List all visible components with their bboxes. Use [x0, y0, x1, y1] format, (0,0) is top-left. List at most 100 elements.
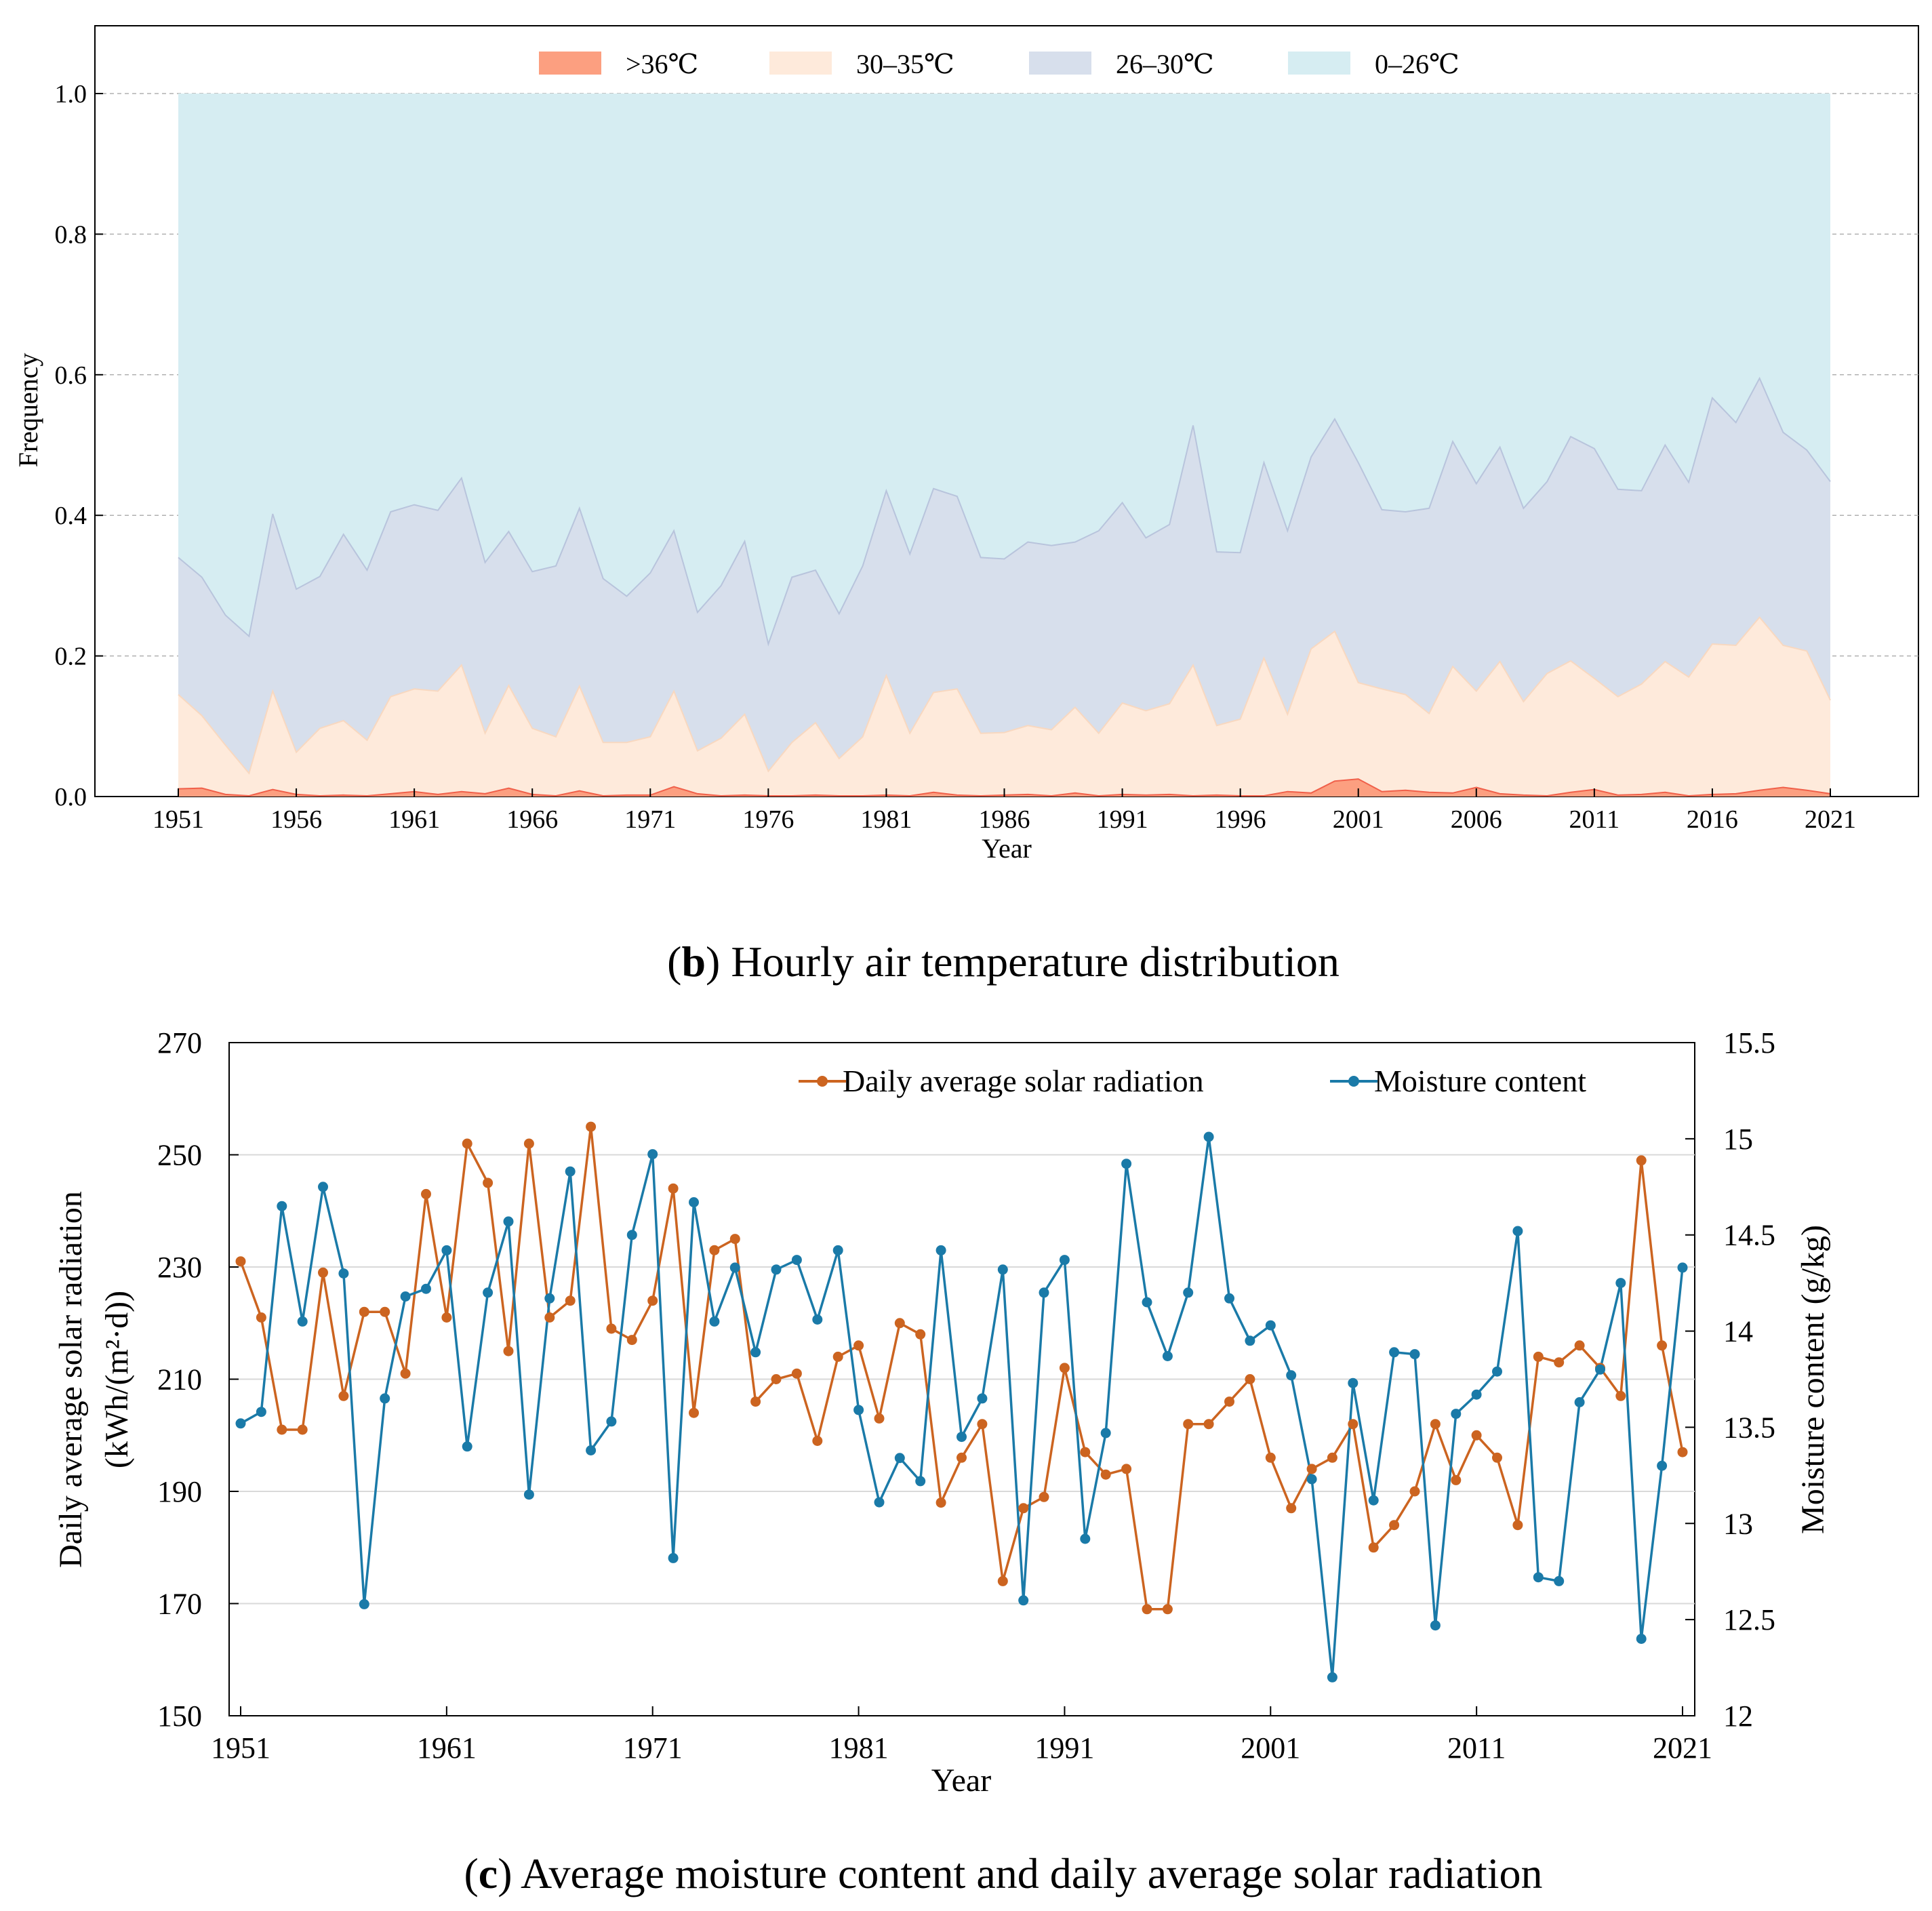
- chart-c-legend-label: Daily average solar radiation: [843, 1064, 1204, 1098]
- chart-c-point-1: [1471, 1389, 1482, 1400]
- chart-c-y-right-tick-label: 12.5: [1723, 1603, 1775, 1636]
- chart-c-y-left-label-line2: (kWh/(m²·d)): [99, 1291, 135, 1468]
- chart-c-point-0: [462, 1138, 472, 1149]
- chart-c-y-left-label-line1: Daily average solar radiation: [53, 1191, 89, 1568]
- chart-c-axes: 1951 1961 1971 1981 1991 2001 2011 2021 150 170 19…: [157, 1026, 1775, 1765]
- chart-c-point-0: [483, 1178, 494, 1188]
- chart-b-x-tick-label: 2016: [1687, 805, 1738, 834]
- chart-b-legend-label: 26–30℃: [1116, 49, 1214, 79]
- chart-c-x-tick-label: 2001: [1241, 1731, 1300, 1765]
- chart-c-point-1: [915, 1476, 926, 1487]
- chart-c-point-1: [997, 1264, 1008, 1275]
- chart-c-lines: [235, 1121, 1688, 1683]
- chart-c-point-0: [689, 1407, 699, 1418]
- chart-c-legend-label: Moisture content: [1374, 1064, 1586, 1098]
- chart-c-point-0: [1430, 1419, 1441, 1430]
- chart-c-point-1: [1430, 1620, 1441, 1631]
- chart-c-point-0: [729, 1234, 740, 1245]
- chart-c-caption-open: (: [464, 1849, 478, 1897]
- chart-c-y-right-tick-label: 13.5: [1723, 1411, 1775, 1444]
- chart-c-y-left-tick-label: 150: [157, 1699, 202, 1733]
- chart-c-point-0: [1203, 1419, 1214, 1430]
- chart-b-caption: (b) Hourly air temperature distribution: [667, 938, 1340, 986]
- chart-c-point-1: [1615, 1278, 1626, 1289]
- chart-c-point-0: [977, 1419, 988, 1430]
- chart-c-point-0: [1265, 1452, 1276, 1463]
- chart-b-axes: 1951 1956 1961 1966 1971 1976 1981 1986 1991 1996…: [55, 80, 1857, 834]
- chart-c-point-0: [874, 1413, 885, 1424]
- chart-c-x-tick-label: 1991: [1034, 1731, 1094, 1765]
- chart-c-point-0: [586, 1121, 597, 1132]
- chart-c-point-0: [565, 1295, 576, 1306]
- chart-b-y-tick-label: 0.0: [55, 783, 87, 811]
- chart-b-y-tick-label: 0.6: [55, 361, 87, 390]
- chart-c-point-1: [771, 1264, 782, 1275]
- chart-b-legend-swatch: [1288, 52, 1350, 75]
- chart-c-point-1: [400, 1291, 411, 1302]
- chart-c-point-1: [1368, 1495, 1379, 1506]
- chart-c-x-tick-label: 2011: [1447, 1731, 1506, 1765]
- chart-c-point-1: [1080, 1533, 1091, 1544]
- chart-c-point-0: [359, 1306, 369, 1317]
- chart-c-point-1: [791, 1255, 802, 1266]
- chart-b-x-tick-label: 1976: [742, 805, 794, 834]
- chart-c-point-0: [523, 1138, 534, 1149]
- chart-c-point-0: [1471, 1430, 1482, 1441]
- chart-b-x-tick-label: 2021: [1805, 805, 1856, 834]
- chart-c-point-0: [1080, 1447, 1091, 1457]
- chart-b-legend-swatch: [769, 52, 832, 75]
- chart-b-x-tick-label: 1971: [624, 805, 676, 834]
- chart-c-point-0: [1451, 1474, 1462, 1485]
- chart-c-point-1: [441, 1245, 452, 1255]
- chart-c-point-1: [1574, 1397, 1585, 1407]
- chart-c-point-1: [1183, 1287, 1194, 1298]
- chart-c-point-0: [1677, 1447, 1688, 1457]
- chart-c-point-0: [380, 1306, 390, 1317]
- chart-c-y-right-tick-label: 12: [1723, 1699, 1753, 1733]
- chart-b-x-tick-label: 1986: [979, 805, 1030, 834]
- chart-c-point-1: [277, 1201, 287, 1211]
- chart-c-point-0: [235, 1256, 246, 1267]
- chart-c-y-right-tick-label: 15.5: [1723, 1026, 1775, 1060]
- chart-b-area-line-1: [178, 616, 1831, 775]
- chart-b-x-tick-label: 2006: [1451, 805, 1502, 834]
- chart-c-point-0: [606, 1323, 617, 1334]
- chart-c-point-1: [380, 1393, 390, 1404]
- chart-b-caption-label: b: [681, 938, 706, 986]
- chart-c-point-1: [1409, 1349, 1420, 1360]
- chart-b-legend-label: 0–26℃: [1375, 49, 1460, 79]
- chart-c-point-0: [853, 1340, 864, 1351]
- chart-c-point-1: [647, 1149, 658, 1160]
- chart-c-point-0: [1245, 1374, 1255, 1384]
- chart-c-point-1: [1451, 1409, 1462, 1420]
- chart-c-point-0: [957, 1452, 967, 1463]
- chart-c-point-0: [1368, 1542, 1379, 1553]
- chart-c-point-1: [338, 1268, 349, 1279]
- chart-c-point-1: [1657, 1460, 1668, 1471]
- chart-c-point-0: [421, 1188, 431, 1199]
- chart-c-point-0: [1224, 1396, 1234, 1407]
- chart-c-point-0: [668, 1183, 679, 1194]
- chart-c-point-1: [606, 1416, 617, 1427]
- chart-b-legend-swatch: [539, 52, 601, 75]
- chart-c-legend-marker: [817, 1076, 828, 1087]
- chart-b-area-3: [178, 94, 1830, 644]
- chart-c-caption: (c) Average moisture content and daily a…: [464, 1849, 1542, 1897]
- chart-c-point-0: [1512, 1520, 1523, 1531]
- chart-c-point-1: [812, 1314, 823, 1325]
- chart-b: 1951 1956 1961 1966 1971 1976 1981 1986 1991 1996…: [13, 25, 1919, 986]
- chart-c-x-tick-label: 2021: [1653, 1731, 1712, 1765]
- chart-c-point-1: [874, 1497, 885, 1508]
- chart-b-x-tick-label: 1996: [1215, 805, 1266, 834]
- chart-b-legend-label: >36℃: [626, 49, 698, 79]
- chart-c-point-0: [1121, 1464, 1132, 1474]
- chart-c-point-0: [277, 1424, 287, 1435]
- chart-c-point-0: [709, 1245, 720, 1255]
- chart-c-y-right-tick-label: 13: [1723, 1507, 1753, 1540]
- chart-c-point-1: [1389, 1347, 1400, 1358]
- chart-b-caption-open: (: [667, 938, 681, 986]
- chart-c-point-1: [1492, 1366, 1502, 1377]
- chart-c-point-0: [400, 1368, 411, 1379]
- chart-c-point-1: [1245, 1335, 1255, 1346]
